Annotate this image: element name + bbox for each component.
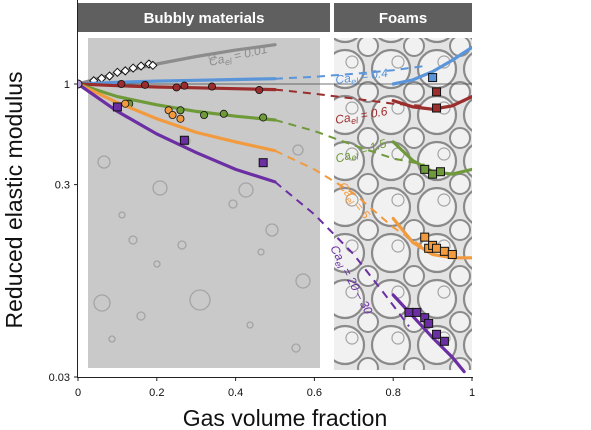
data-point [112, 67, 123, 78]
data-point [117, 79, 126, 88]
data-point [176, 114, 185, 123]
series-solid-line [78, 82, 277, 122]
data-point [207, 82, 216, 91]
foam-panel-title: Foams [379, 10, 427, 27]
series-group [78, 82, 472, 179]
data-point [420, 232, 430, 242]
data-point [128, 63, 138, 73]
data-point [219, 109, 228, 118]
x-tick-label: 0.2 [149, 387, 164, 399]
y-tick-label: 1 [64, 79, 70, 91]
data-point [148, 60, 158, 71]
data-point [120, 66, 130, 76]
data-point [168, 111, 177, 120]
series-group [78, 43, 277, 86]
data-point [112, 102, 122, 112]
y-tick-label: 0.3 [55, 180, 70, 192]
x-tick-label: 0.8 [386, 387, 401, 399]
series-group [78, 79, 472, 113]
series-solid-line [78, 82, 277, 153]
bubbly-panel-title: Bubbly materials [144, 10, 265, 27]
data-point [432, 329, 442, 339]
series-foam-line [391, 216, 472, 260]
origin-point [78, 79, 83, 89]
series-dashed-line [274, 149, 426, 250]
series-solid-line [78, 77, 277, 86]
data-point [121, 99, 130, 108]
bubble-decorations [93, 53, 311, 353]
data-point [179, 135, 189, 145]
data-point [428, 73, 438, 83]
data-point [200, 111, 209, 120]
y-axis-title: Reduced elastic modulus [1, 72, 27, 329]
x-tick-label: 0.4 [228, 387, 243, 399]
data-point [412, 307, 422, 317]
x-tick-label: 0.6 [307, 387, 322, 399]
data-point [104, 71, 115, 81]
series-group [78, 45, 472, 86]
data-point [136, 61, 146, 71]
x-tick-label: 0 [75, 387, 81, 399]
data-point [180, 81, 189, 90]
data-point [259, 113, 268, 122]
series-label: Cael = 0.6 [334, 104, 389, 129]
series-label: Cael = 0.4 [334, 66, 389, 89]
data-point [424, 318, 434, 328]
data-point [140, 80, 149, 89]
foam-panel-background [334, 38, 472, 370]
data-point [404, 307, 414, 317]
data-point [258, 158, 268, 168]
data-point [432, 243, 442, 253]
data-point [435, 167, 445, 177]
data-point [176, 106, 185, 115]
series-foam-line [391, 45, 472, 86]
x-axis-title: Gas volume fraction [183, 405, 388, 430]
data-point [447, 249, 457, 259]
x-tick-label: 1 [469, 387, 475, 399]
tick-layer: 0 0.2 0.4 0.6 0.8 1 1 0.3 0.03 [49, 79, 475, 399]
data-point [428, 169, 438, 179]
series-dashed-line [274, 181, 410, 328]
data-point [420, 164, 430, 174]
y-tick-label: 0.03 [49, 372, 70, 384]
series-group [78, 82, 466, 374]
data-point [432, 103, 442, 113]
data-point [439, 246, 449, 256]
series-solid-line [78, 82, 277, 184]
bubbly-panel-background [88, 38, 320, 368]
data-point [439, 336, 449, 346]
series-group [78, 82, 472, 260]
data-point [172, 83, 181, 92]
bubbly-header-box [78, 3, 330, 32]
series-layer [78, 43, 472, 374]
foam-header-box [334, 3, 472, 32]
series-dashed-line [274, 65, 425, 80]
data-point [432, 87, 442, 97]
data-point [255, 86, 264, 95]
